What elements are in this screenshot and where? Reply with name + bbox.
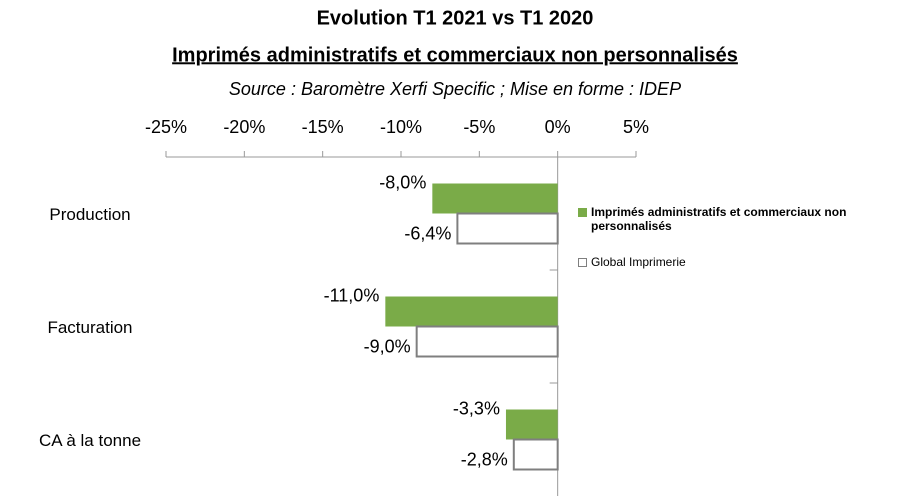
data-label: -9,0%	[364, 336, 411, 356]
legend-swatch	[578, 258, 587, 267]
y-tick-label: Facturation	[47, 318, 132, 337]
data-label: -2,8%	[461, 449, 508, 469]
x-tick-label: -25%	[145, 117, 187, 137]
x-tick-label: 5%	[623, 117, 649, 137]
x-tick-label: -15%	[302, 117, 344, 137]
source-note: Source : Baromètre Xerfi Specific ; Mise…	[229, 79, 681, 99]
data-label: -8,0%	[379, 172, 426, 192]
bar	[512, 438, 559, 471]
data-label: -3,3%	[453, 398, 500, 418]
legend-label: Global Imprimerie	[591, 255, 686, 269]
bar	[505, 409, 558, 440]
legend-swatch	[578, 208, 587, 217]
legend-label: Imprimés administratifs et commerciaux n…	[591, 205, 847, 233]
y-tick-label: Production	[49, 205, 130, 224]
legend-item: Global Imprimerie	[578, 255, 908, 269]
x-tick-label: -10%	[380, 117, 422, 137]
chart-title: Evolution T1 2021 vs T1 2020	[317, 7, 594, 29]
legend: Imprimés administratifs et commerciaux n…	[578, 205, 908, 291]
bar	[385, 296, 558, 327]
x-tick-label: 0%	[545, 117, 571, 137]
bar	[456, 212, 559, 245]
legend-item: Imprimés administratifs et commerciaux n…	[578, 205, 908, 233]
data-label: -11,0%	[324, 285, 380, 305]
bar	[415, 325, 559, 358]
data-label: -6,4%	[404, 223, 451, 243]
y-tick-label: CA à la tonne	[39, 431, 141, 450]
chart-subtitle: Imprimés administratifs et commerciaux n…	[172, 44, 738, 66]
x-tick-label: -20%	[223, 117, 265, 137]
bar	[432, 183, 558, 214]
x-tick-label: -5%	[463, 117, 495, 137]
